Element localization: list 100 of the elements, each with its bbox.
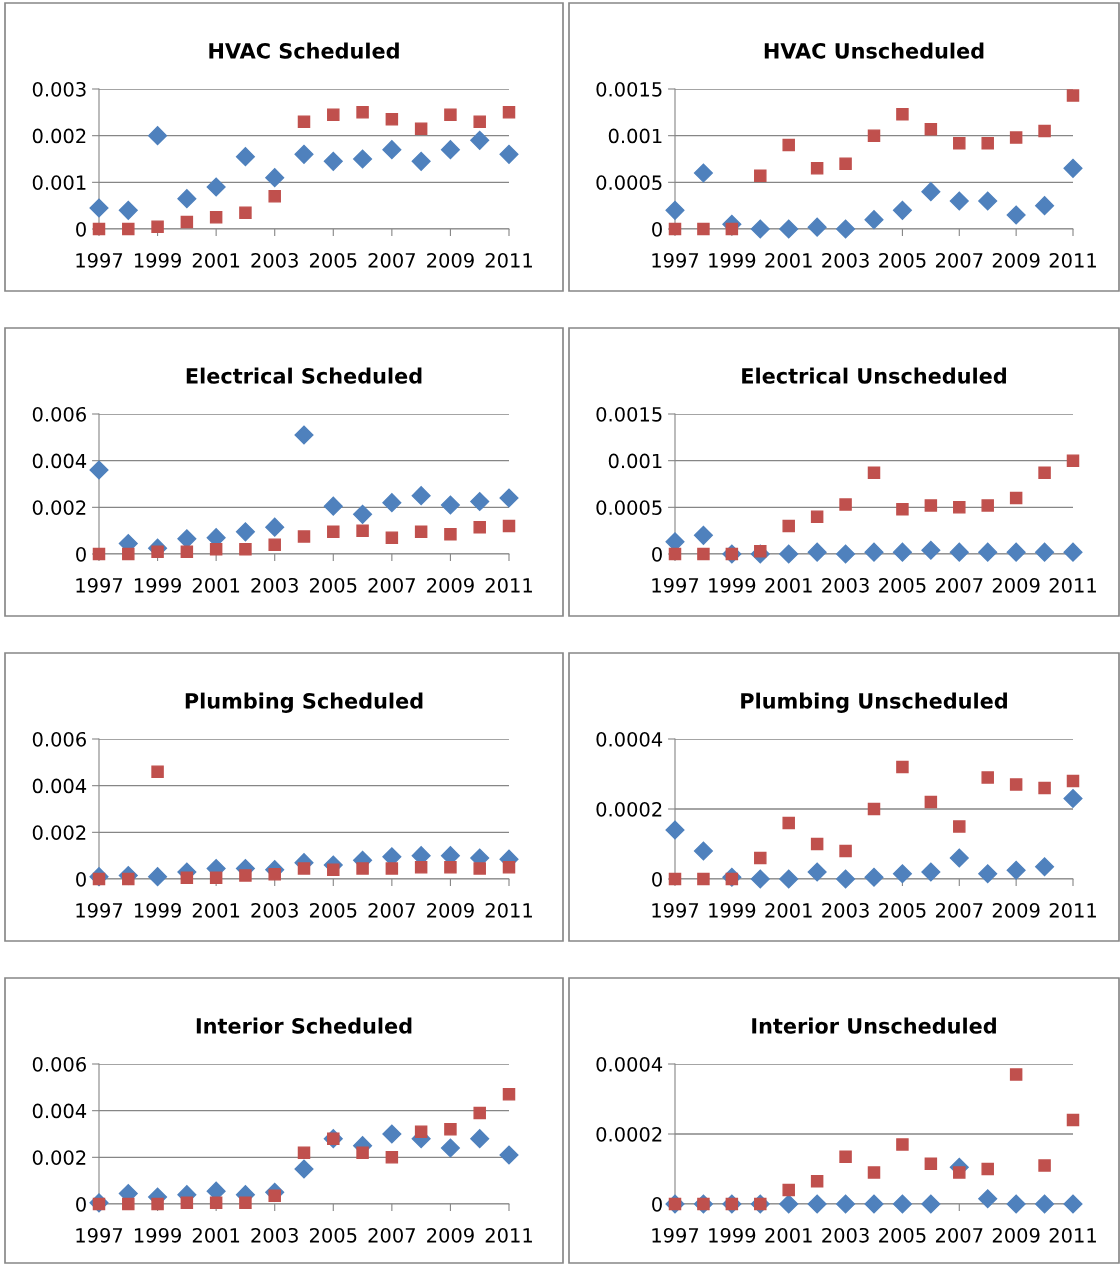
x-tick-label: 2001: [192, 1227, 240, 1243]
x-tick-label: 2005: [879, 902, 926, 918]
x-tick-label: 2005: [309, 902, 357, 918]
x-tick-label: 1997: [652, 1227, 699, 1243]
x-tick-label: 2009: [427, 577, 474, 593]
x-tick-label: 2011: [485, 252, 532, 268]
x-tick-label: 2001: [192, 252, 240, 268]
x-tick-label: 2007: [368, 902, 415, 918]
x-tick-label: 1999: [709, 902, 756, 918]
x-tick-label: 2005: [879, 1227, 926, 1243]
x-tick-label: 2005: [309, 1227, 357, 1243]
x-tick-label: 2009: [427, 902, 474, 918]
y-tick-label: 0.002: [32, 825, 86, 840]
x-tick-label: 1997: [652, 902, 699, 918]
x-tick-label: 2009: [992, 577, 1040, 593]
y-tick-label: 0.006: [32, 406, 86, 422]
x-tick-label: 2005: [309, 577, 357, 593]
x-tick-label: 1999: [134, 1227, 181, 1243]
x-tick-label: 2003: [251, 1227, 298, 1243]
x-tick-label: 2003: [822, 252, 869, 268]
x-tick-label: 1999: [709, 1227, 756, 1243]
y-tick-label: 0.001: [608, 128, 662, 144]
y-tick-label: 0.002: [32, 1150, 86, 1165]
y-tick-label: 0.0005: [596, 175, 662, 190]
x-tick-label: 1999: [134, 252, 181, 268]
y-tick-label: 0.001: [32, 175, 86, 190]
y-tick-label: 0: [76, 546, 86, 562]
x-tick-label: 1997: [652, 252, 699, 268]
x-tick-label: 2009: [427, 252, 474, 268]
x-tick-label: 2001: [765, 577, 812, 593]
y-tick-label: 0.0015: [596, 406, 662, 422]
x-tick-label: 2007: [368, 577, 415, 593]
chart-title: HVAC Scheduled: [209, 42, 399, 59]
x-tick-label: 2001: [192, 902, 240, 918]
y-tick-label: 0.002: [32, 128, 86, 144]
y-tick-label: 0.002: [32, 500, 86, 515]
x-tick-label: 2003: [251, 577, 298, 593]
y-tick-label: 0: [76, 1196, 86, 1212]
x-tick-label: 2007: [935, 577, 983, 593]
y-tick-label: 0.003: [32, 81, 86, 97]
chart-title: Plumbing Unscheduled: [741, 692, 1007, 713]
x-tick-label: 1999: [709, 252, 756, 268]
x-tick-label: 2009: [992, 902, 1040, 918]
y-tick-label: 0.004: [32, 778, 87, 794]
x-tick-label: 1999: [134, 577, 181, 593]
y-tick-label: 0: [652, 871, 662, 887]
x-tick-label: 2003: [251, 902, 298, 918]
chart-title: Interior Scheduled: [196, 1017, 412, 1034]
x-tick-label: 2003: [251, 252, 298, 268]
y-tick-label: 0: [652, 1196, 662, 1212]
x-tick-label: 1999: [709, 577, 756, 593]
y-tick-label: 0.0002: [596, 1126, 662, 1142]
y-tick-label: 0: [652, 221, 662, 237]
x-tick-label: 1999: [134, 902, 181, 918]
x-tick-label: 2007: [935, 252, 983, 268]
x-tick-label: 2011: [1049, 252, 1096, 268]
chart-title: Electrical Scheduled: [186, 367, 422, 384]
x-tick-label: 2011: [1049, 577, 1096, 593]
y-tick-label: 0: [652, 546, 662, 562]
x-tick-label: 2005: [309, 252, 357, 268]
x-tick-label: 2001: [192, 577, 240, 593]
x-tick-label: 2009: [992, 252, 1040, 268]
x-tick-label: 2007: [368, 252, 415, 268]
x-tick-label: 2003: [822, 902, 869, 918]
y-tick-label: 0.0004: [596, 1056, 663, 1072]
y-tick-label: 0: [76, 871, 86, 887]
x-tick-label: 2009: [992, 1227, 1040, 1243]
x-tick-label: 1997: [76, 577, 123, 593]
x-tick-label: 1997: [76, 1227, 123, 1243]
x-tick-label: 2003: [822, 577, 869, 593]
x-tick-label: 1997: [76, 252, 123, 268]
x-tick-label: 2001: [765, 252, 812, 268]
x-tick-label: 2007: [368, 1227, 415, 1243]
y-tick-label: 0.0002: [596, 801, 662, 817]
x-tick-label: 2011: [485, 1227, 532, 1243]
y-tick-label: 0.006: [32, 1056, 86, 1072]
x-tick-label: 2009: [427, 1227, 474, 1243]
y-tick-label: 0.004: [32, 1103, 87, 1119]
y-tick-label: 0: [76, 221, 86, 237]
x-tick-label: 2001: [765, 902, 812, 918]
y-tick-label: 0.0004: [596, 731, 663, 747]
chart-title: Interior Unscheduled: [752, 1017, 996, 1034]
x-tick-label: 2007: [935, 1227, 983, 1243]
x-tick-label: 2001: [765, 1227, 812, 1243]
x-tick-label: 2005: [879, 577, 926, 593]
x-tick-label: 1997: [652, 577, 699, 593]
x-tick-label: 2007: [935, 902, 983, 918]
x-tick-label: 2011: [485, 902, 532, 918]
x-tick-label: 2011: [1049, 902, 1096, 918]
x-tick-label: 2011: [1049, 1227, 1096, 1243]
y-tick-label: 0.0005: [596, 500, 662, 515]
chart-title: Plumbing Scheduled: [185, 692, 423, 713]
x-tick-label: 1997: [76, 902, 123, 918]
x-tick-label: 2003: [822, 1227, 869, 1243]
x-tick-label: 2005: [879, 252, 926, 268]
y-tick-label: 0.001: [608, 453, 662, 469]
chart-title: HVAC Unscheduled: [764, 42, 984, 59]
x-tick-label: 2011: [485, 577, 532, 593]
y-tick-label: 0.006: [32, 731, 86, 747]
y-tick-label: 0.0015: [596, 81, 662, 97]
